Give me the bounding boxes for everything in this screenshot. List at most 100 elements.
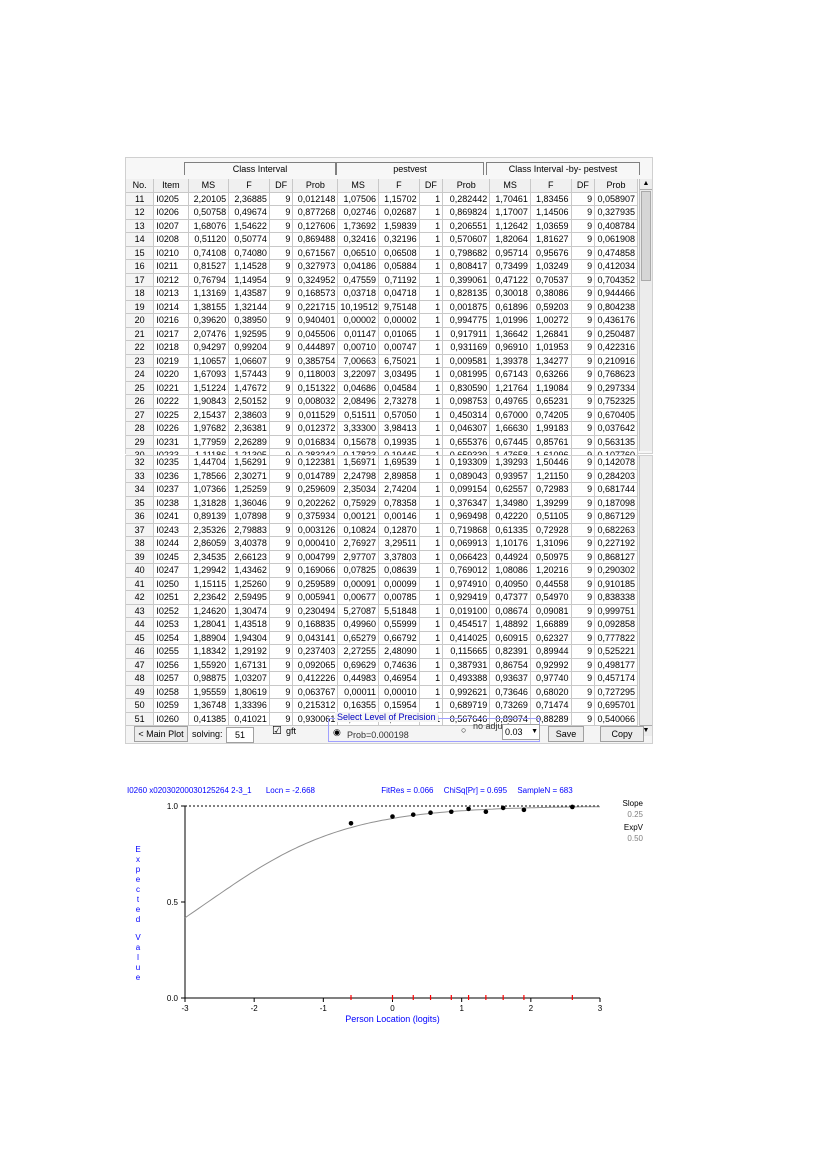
table-cell: 0,000410	[292, 536, 339, 551]
table-row[interactable]: 50 I0259 1,36748 1,33396 9 0,215312 0,16355 0,1…	[126, 698, 638, 713]
scroll-thumb[interactable]	[641, 191, 651, 281]
table-row[interactable]: 34 I0237 1,07366 1,25259 9 0,259609 2,35034 2,7…	[126, 482, 638, 497]
table-row[interactable]: 37 I0243 2,35326 2,79883 9 0,003126 0,10824 0,1…	[126, 523, 638, 537]
gft-checkbox[interactable]: ☑	[272, 725, 282, 737]
table-row[interactable]: 28 I0226 1,97682 2,36381 9 0,012372 3,33300 3,9…	[126, 421, 638, 436]
table-cell: 1,28041	[188, 617, 230, 632]
column-header[interactable]: F	[530, 179, 572, 193]
table-row[interactable]: 14 I0208 0,51120 0,50774 9 0,869488 0,32416 0,3…	[126, 232, 638, 247]
table-cell: 3,33300	[337, 421, 379, 436]
table-cell: 1,81627	[530, 232, 572, 247]
table-cell: 2,36885	[228, 192, 270, 206]
table-row[interactable]: 33 I0236 1,78566 2,30271 9 0,014789 2,24798 2,8…	[126, 469, 638, 483]
column-header[interactable]: F	[378, 179, 420, 193]
main-plot-button[interactable]: < Main Plot	[134, 726, 188, 742]
table-row[interactable]: 15 I0210 0,74108 0,74080 9 0,671567 0,06510 0,0…	[126, 246, 638, 260]
table-cell: 1,12642	[489, 219, 531, 233]
column-header[interactable]: Prob	[442, 179, 491, 193]
table-row[interactable]: 48 I0257 0,98875 1,03207 9 0,412226 0,44983 0,4…	[126, 671, 638, 686]
table-row[interactable]: 23 I0219 1,10657 1,06607 9 0,385754 7,00663 6,7…	[126, 354, 638, 368]
table-cell: I0221	[153, 381, 189, 395]
table-cell: 1,43518	[228, 617, 270, 632]
table-cell: 9	[571, 685, 596, 699]
table-row[interactable]: 47 I0256 1,55920 1,67131 9 0,092065 0,69629 0,7…	[126, 658, 638, 672]
no-adjust-label: no adjust	[473, 721, 510, 731]
table-cell: 9	[269, 381, 294, 395]
table-cell: I0210	[153, 246, 189, 260]
table-cell: 0,73646	[489, 685, 531, 699]
table-cell: 1,77959	[188, 435, 230, 449]
solving-field[interactable]: 51	[226, 727, 254, 743]
table-row[interactable]: 21 I0217 2,07476 1,92595 9 0,045506 0,01147 0,0…	[126, 327, 638, 341]
copy-button[interactable]: Copy	[600, 726, 644, 742]
scroll-up-arrow-icon[interactable]: ▲	[640, 179, 652, 190]
table-row[interactable]: 43 I0252 1,24620 1,30474 9 0,230494 5,27087 5,5…	[126, 604, 638, 618]
table-row[interactable]: 25 I0221 1,51224 1,47672 9 0,151322 0,04686 0,0…	[126, 381, 638, 395]
table-row[interactable]: 32 I0235 1,44704 1,56291 9 0,122381 1,56971 1,6…	[126, 456, 638, 470]
table-row[interactable]: 11 I0205 2,20105 2,36885 9 0,012148 1,07506 1,1…	[126, 192, 638, 206]
table-cell: 0,74636	[378, 658, 420, 672]
table-cell: 1,10657	[188, 354, 230, 368]
save-button[interactable]: Save	[548, 726, 584, 742]
table-row[interactable]: 29 I0231 1,77959 2,26289 9 0,016834 0,15678 0,1…	[126, 435, 638, 449]
table-row[interactable]: 45 I0254 1,88904 1,94304 9 0,043141 0,65279 0,6…	[126, 631, 638, 645]
table-cell: 1,01953	[530, 340, 572, 355]
table-cell: 0,009581	[442, 354, 491, 368]
table-cell: 0,436176	[594, 313, 638, 328]
column-header[interactable]: Prob	[594, 179, 638, 193]
column-header[interactable]: Prob	[292, 179, 339, 193]
table-row[interactable]: 26 I0222 1,90843 2,50152 9 0,008032 2,08496 2,7…	[126, 394, 638, 409]
table-row[interactable]: 41 I0250 1,15115 1,25260 9 0,259589 0,00091 0,0…	[126, 577, 638, 591]
table-cell: 0,50758	[188, 205, 230, 220]
scroll-down-arrow-icon[interactable]: ▼	[640, 725, 652, 736]
table-row[interactable]: 36 I0241 0,89139 1,07898 9 0,375934 0,00121 0,0…	[126, 509, 638, 524]
column-header[interactable]: F	[228, 179, 270, 193]
precision-select[interactable]: 0.03 ▼	[502, 724, 540, 740]
table-row[interactable]: 38 I0244 2,86059 3,40378 9 0,000410 2,76927 3,2…	[126, 536, 638, 551]
table-row[interactable]: 19 I0214 1,38155 1,32144 9 0,221715 10,19512 9,…	[126, 300, 638, 314]
table-cell: I0236	[153, 469, 189, 483]
top-scrollbar[interactable]: ▲	[639, 179, 652, 451]
table-cell: 2,74204	[378, 482, 420, 497]
table-cell: 19	[126, 300, 155, 314]
table-row[interactable]: 27 I0225 2,15437 2,38603 9 0,011529 0,51511 0,5…	[126, 408, 638, 422]
column-header[interactable]: MS	[188, 179, 230, 193]
table-cell: 45	[126, 631, 155, 645]
column-header[interactable]: Item	[153, 179, 189, 193]
table-row[interactable]: 17 I0212 0,76794 1,14954 9 0,324952 0,47559 0,7…	[126, 273, 638, 287]
table-row[interactable]: 44 I0253 1,28041 1,43518 9 0,168835 0,49960 0,5…	[126, 617, 638, 632]
table-row[interactable]: 40 I0247 1,29942 1,43462 9 0,169066 0,07825 0,0…	[126, 563, 638, 578]
table-row[interactable]: 35 I0238 1,31828 1,36046 9 0,202262 0,75929 0,7…	[126, 496, 638, 510]
table-row[interactable]: 42 I0251 2,23642 2,59495 9 0,005941 0,00677 0,0…	[126, 590, 638, 605]
y-axis-label-letter: e	[136, 973, 141, 982]
table-row[interactable]: 24 I0220 1,67093 1,57443 9 0,118003 3,22097 3,0…	[126, 367, 638, 382]
bottom-scrollbar[interactable]: ▼	[639, 456, 652, 736]
table-row[interactable]: 46 I0255 1,18342 1,29192 9 0,237403 2,27255 2,4…	[126, 644, 638, 659]
table-cell: 9	[269, 698, 294, 713]
table-row[interactable]: 39 I0245 2,34535 2,66123 9 0,004799 2,97707 3,3…	[126, 550, 638, 564]
table-row[interactable]: 18 I0213 1,13169 1,43587 9 0,168573 0,03718 0,0…	[126, 286, 638, 301]
bonferroni-radio[interactable]: ◉	[333, 727, 341, 737]
table-row[interactable]: 12 I0206 0,50758 0,49674 9 0,877268 0,02746 0,0…	[126, 205, 638, 220]
table-row[interactable]: 16 I0211 0,81527 1,14528 9 0,327973 0,04186 0,0…	[126, 259, 638, 274]
observed-point	[483, 809, 489, 815]
table-cell: 0,012148	[292, 192, 339, 206]
column-header[interactable]: DF	[571, 179, 596, 193]
table-row[interactable]: 13 I0207 1,68076 1,54622 9 0,127606 1,73692 1,5…	[126, 219, 638, 233]
chevron-down-icon[interactable]: ▼	[531, 728, 538, 735]
no-adjust-radio[interactable]: ○	[461, 725, 467, 735]
column-header[interactable]: DF	[269, 179, 294, 193]
column-header[interactable]: MS	[337, 179, 379, 193]
column-header[interactable]: No.	[126, 179, 155, 193]
table-row[interactable]: 22 I0218 0,94297 0,99204 9 0,444897 0,00710 0,0…	[126, 340, 638, 355]
table-cell: 1,69539	[378, 456, 420, 470]
table-row[interactable]: 49 I0258 1,95559 1,80619 9 0,063767 0,00011 0,0…	[126, 685, 638, 699]
column-header[interactable]: DF	[419, 179, 444, 193]
table-cell: 1	[419, 408, 444, 422]
table-cell: 0,867129	[594, 509, 638, 524]
column-header[interactable]: MS	[489, 179, 531, 193]
table-cell: 2,97707	[337, 550, 379, 564]
table-row[interactable]: 20 I0216 0,39620 0,38950 9 0,940401 0,00002 0,0…	[126, 313, 638, 328]
table-cell: 0,066423	[442, 550, 491, 564]
table-cell: 1,25260	[228, 577, 270, 591]
